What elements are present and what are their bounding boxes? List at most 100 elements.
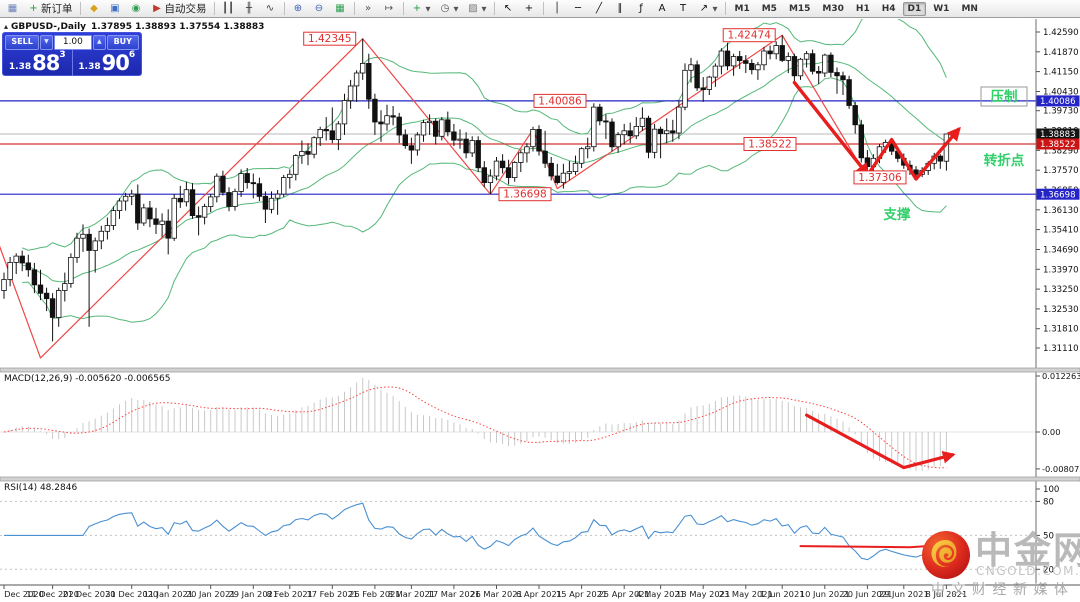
price-label-1.42474[interactable]: 1.42474 xyxy=(722,28,776,43)
bollinger-upper-band[interactable] xyxy=(22,19,947,251)
toolbar-separator xyxy=(542,2,544,15)
toolbar-separator xyxy=(493,2,495,15)
equidistant-channel-button[interactable]: ∥ xyxy=(611,0,630,18)
volume-up-stepper[interactable]: ▲ xyxy=(93,34,106,50)
svg-text:1.34690: 1.34690 xyxy=(1043,246,1079,256)
timeframe-D1-button[interactable]: D1 xyxy=(902,1,927,16)
horizontal-line-button[interactable]: ─ xyxy=(569,0,588,18)
chart-shift-icon: ↦ xyxy=(384,2,394,14)
globe-button[interactable]: ◉ xyxy=(127,0,146,18)
svg-text:1.37306: 1.37306 xyxy=(858,172,902,184)
chart-background[interactable] xyxy=(0,19,1080,602)
timeframe-H4-button[interactable]: H4 xyxy=(881,3,896,14)
chart-canvas[interactable]: 1.42345 1.42474 1.37306 1.40086 1.38522 1.366… xyxy=(0,19,1080,602)
zoom-out-button[interactable]: ⊖ xyxy=(310,0,329,18)
annotation-selection-box xyxy=(980,86,1028,107)
new-chart-button[interactable]: ▦ xyxy=(3,0,22,18)
price-label-1.37306[interactable]: 1.37306 xyxy=(853,170,907,185)
fibonacci-button[interactable]: ƒ xyxy=(632,0,651,18)
periods-icon: ◷ xyxy=(440,2,450,14)
templates-button[interactable]: ▨ ▼ xyxy=(464,0,490,18)
chart-title: ▴ GBPUSD-,Daily 1.37895 1.38893 1.37554 1.… xyxy=(4,22,264,32)
text-button[interactable]: A xyxy=(653,0,672,18)
buy-button[interactable]: BUY xyxy=(106,34,139,50)
annotation-support[interactable]: 支撑 xyxy=(883,206,912,223)
sell-button[interactable]: SELL xyxy=(5,34,40,50)
svg-text:17 Feb 2021: 17 Feb 2021 xyxy=(306,589,358,599)
price-label-1.42345[interactable]: 1.42345 xyxy=(303,31,357,46)
sell-price[interactable]: 1.38 88 3 xyxy=(3,50,73,76)
tile-windows-button[interactable]: ▦ xyxy=(331,0,350,18)
trend-arrow-projection[interactable] xyxy=(865,126,961,181)
svg-text:1.42474: 1.42474 xyxy=(727,30,771,42)
pane-separator[interactable] xyxy=(0,367,1080,373)
text-label-button[interactable]: T xyxy=(674,0,693,18)
svg-text:21 Dec 2020: 21 Dec 2020 xyxy=(63,589,116,599)
line-chart-button[interactable]: ∿ xyxy=(261,0,280,18)
price-label-1.36698[interactable]: 1.36698 xyxy=(498,187,552,202)
volume-down-stepper[interactable]: ▼ xyxy=(40,34,53,50)
data-window-button[interactable]: ▣ xyxy=(106,0,125,18)
volume-input[interactable]: 1.00 xyxy=(53,34,93,50)
trendline-button[interactable]: ╱ xyxy=(590,0,609,18)
periods-dropdown-icon[interactable]: ▼ xyxy=(453,4,459,13)
timeframe-H1-button[interactable]: H1 xyxy=(855,3,870,14)
svg-text:8 Jul 2021: 8 Jul 2021 xyxy=(926,589,968,599)
indicators-button[interactable]: + ▼ xyxy=(408,0,434,18)
equidistant-channel-icon: ∥ xyxy=(617,2,623,14)
line-chart-icon: ∿ xyxy=(265,2,275,14)
pane-separator[interactable] xyxy=(0,476,1080,482)
bar-chart-button[interactable]: ┃┃ xyxy=(219,0,238,18)
annotation-turning-point[interactable]: 转折点 xyxy=(984,152,1025,169)
vertical-line-icon: │ xyxy=(553,2,561,14)
cursor-button[interactable]: ↖ xyxy=(499,0,518,18)
one-click-trade-panel: SELL ▼ 1.00 ▲ BUY 1.38 88 3 1.38 90 6 xyxy=(2,32,142,76)
panel-collapse-icon[interactable]: ▴ xyxy=(4,22,9,31)
shapes-dropdown-icon[interactable]: ▼ xyxy=(712,4,718,13)
timeframe-M15-button[interactable]: M15 xyxy=(788,3,811,14)
buy-price[interactable]: 1.38 90 6 xyxy=(73,50,142,76)
svg-text:26 Feb 2021: 26 Feb 2021 xyxy=(349,589,401,599)
market-watch-button[interactable]: ◆ xyxy=(85,0,104,18)
candlestick-chart-icon: ╫ xyxy=(245,2,253,14)
svg-text:23 May 2021: 23 May 2021 xyxy=(719,589,773,599)
svg-text:20: 20 xyxy=(1043,565,1054,575)
indicators-dropdown-icon[interactable]: ▼ xyxy=(425,4,431,13)
timeframe-W1-button[interactable]: W1 xyxy=(933,3,950,14)
candles-series xyxy=(1,35,950,342)
chart-shift-button[interactable]: ↦ xyxy=(380,0,399,18)
timeframe-M30-button[interactable]: M30 xyxy=(822,3,844,14)
svg-text:20 Jan 2021: 20 Jan 2021 xyxy=(186,589,236,599)
shapes-button[interactable]: ↗ ▼ xyxy=(695,0,721,18)
price-axis[interactable]: 1.425901.418701.411501.404301.397301.390… xyxy=(1035,19,1080,585)
candlestick-chart-button[interactable]: ╫ xyxy=(240,0,259,18)
svg-text:80: 80 xyxy=(1043,497,1054,507)
vertical-line-button[interactable]: │ xyxy=(548,0,567,18)
svg-text:1.35410: 1.35410 xyxy=(1043,226,1079,236)
data-window-icon: ▣ xyxy=(110,2,120,14)
macd-trend-arrow[interactable] xyxy=(804,413,956,470)
price-label-1.40086[interactable]: 1.40086 xyxy=(533,93,587,108)
zoom-in-button[interactable]: ⊕ xyxy=(289,0,308,18)
market-watch-icon: ◆ xyxy=(90,2,98,14)
macd-pane[interactable] xyxy=(0,378,1036,472)
autotrading-button[interactable]: ▶ 自动交易 xyxy=(148,0,210,18)
svg-text:1.40086: 1.40086 xyxy=(1040,97,1076,107)
svg-text:1.38290: 1.38290 xyxy=(1043,146,1079,156)
svg-text:1.41870: 1.41870 xyxy=(1043,48,1079,58)
crosshair-button[interactable]: + xyxy=(520,0,539,18)
periods-button[interactable]: ◷ ▼ xyxy=(436,0,462,18)
price-label-1.38522[interactable]: 1.38522 xyxy=(743,137,797,151)
timeframe-M5-button[interactable]: M5 xyxy=(761,3,777,14)
auto-scroll-button[interactable]: » xyxy=(359,0,378,18)
annotation-resistance[interactable]: 压制 xyxy=(991,88,1018,105)
timeframe-M1-button[interactable]: M1 xyxy=(734,3,750,14)
svg-text:10 Jun 2021: 10 Jun 2021 xyxy=(800,589,850,599)
timeframe-MN-button[interactable]: MN xyxy=(961,3,978,14)
svg-text:1.38883: 1.38883 xyxy=(1040,130,1076,140)
templates-dropdown-icon[interactable]: ▼ xyxy=(481,4,487,13)
svg-text:29 Jan 2021: 29 Jan 2021 xyxy=(228,589,278,599)
new-order-button[interactable]: + 新订单 xyxy=(24,0,76,18)
trend-arrow-down[interactable] xyxy=(792,80,870,177)
